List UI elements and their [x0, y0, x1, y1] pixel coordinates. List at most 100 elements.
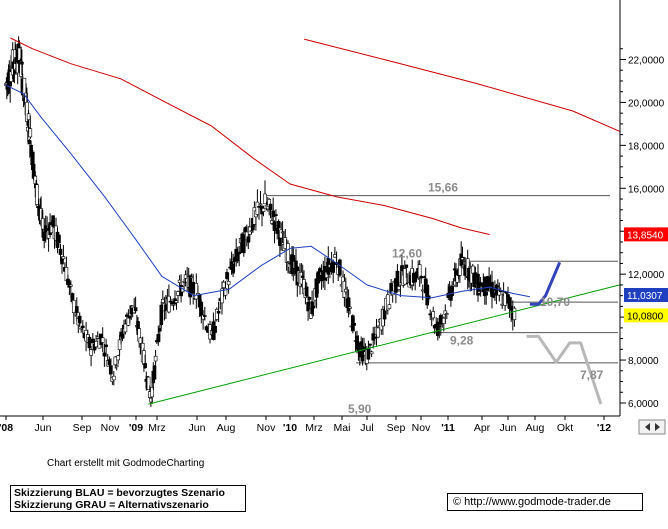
y-tick-label: 8,0000: [628, 356, 659, 367]
candlesticks: [4, 36, 517, 407]
scroll-arrows[interactable]: [638, 419, 666, 435]
candle-body: [268, 203, 273, 211]
arrow-right-icon[interactable]: [655, 423, 660, 431]
candle-body: [369, 351, 374, 355]
candle-body: [311, 305, 316, 309]
candle-body: [368, 343, 372, 346]
candle-body: [35, 184, 39, 206]
y-tick-label: 20,0000: [628, 98, 665, 109]
candle-body: [87, 336, 92, 349]
y-tick-label: 18,0000: [628, 141, 665, 152]
price-tag: [624, 227, 668, 242]
candle-body: [304, 286, 309, 297]
level-label: 15,66: [428, 181, 458, 195]
candle-body: [420, 289, 425, 292]
candle-body: [331, 261, 336, 273]
x-tick-label: '09: [129, 422, 143, 434]
candle-body: [203, 315, 207, 317]
candle-body: [176, 291, 180, 296]
x-tick-label: '11: [441, 422, 455, 434]
candle-body: [51, 215, 55, 227]
x-tick-label: Nov: [101, 422, 120, 434]
candle-body: [484, 291, 489, 296]
candle-body: [104, 344, 108, 348]
candle-body: [431, 311, 436, 319]
trendline: [148, 284, 620, 405]
level-label: 10,70: [540, 295, 570, 309]
candle-body: [497, 289, 502, 296]
candle-body: [95, 336, 100, 339]
candle-body: [372, 336, 377, 339]
price-tags: 13,8540 11,0307 10,0800: [624, 227, 668, 323]
x-tick-label: Jun: [35, 422, 52, 434]
candle-body: [114, 365, 119, 368]
candle-body: [152, 366, 157, 380]
candle-body: [316, 271, 321, 284]
candle-body: [81, 325, 85, 329]
candle-body: [20, 61, 24, 65]
candle-body: [161, 298, 165, 303]
x-tick-label: Nov: [257, 422, 276, 434]
candle-body: [61, 256, 66, 260]
price-tag: [624, 308, 668, 323]
candle-body: [183, 274, 188, 279]
y-tick-label: 6,0000: [628, 399, 659, 410]
source-url[interactable]: © http://www.godmode-trader.de: [447, 493, 643, 511]
candle-body: [91, 338, 95, 344]
candle-body: [387, 304, 392, 310]
candle-body: [413, 277, 418, 283]
candle-body: [69, 284, 73, 287]
candle-body: [498, 290, 503, 293]
candle-body: [27, 140, 32, 145]
candle-body: [19, 61, 23, 77]
candle-body: [226, 280, 231, 286]
candle-body: [133, 307, 138, 312]
x-tick-label: Sep: [387, 422, 406, 434]
candle-body: [333, 254, 337, 258]
candle-body: [146, 376, 151, 391]
scenario-legend: Skizzierung BLAU = bevorzugtes Szenario …: [10, 485, 246, 512]
scenario-grey: [526, 334, 603, 405]
x-axis-ticks: '08 Jun Sep Nov '09 Mrz Jun Aug Nov '10 Mrz Mai Jul S…: [0, 416, 611, 434]
plot-area: [0, 0, 620, 416]
x-tick-label: Jun: [500, 422, 517, 434]
candle-body: [113, 356, 118, 366]
x-tick-label: Mrz: [305, 422, 323, 434]
candle-body: [286, 243, 290, 262]
candle-body: [116, 355, 120, 361]
candle-body: [138, 337, 143, 344]
level-label: 7,87: [580, 368, 604, 382]
y-tick-label: 12,0000: [628, 270, 665, 281]
chart-credit: Chart erstellt mit GodmodeCharting: [47, 458, 205, 469]
candle-body: [123, 323, 128, 333]
price-tag: [624, 287, 668, 302]
candle-body: [117, 339, 122, 350]
candle-body: [213, 325, 217, 333]
arrow-left-icon[interactable]: [645, 423, 650, 431]
candle-body: [263, 193, 267, 205]
candle-body: [444, 313, 449, 315]
candle-body: [470, 265, 475, 274]
candle-body: [352, 322, 357, 326]
candle-body: [509, 305, 514, 311]
y-tick-label: 22,0000: [628, 55, 665, 66]
candle-body: [158, 328, 162, 332]
candle-body: [194, 282, 199, 300]
x-tick-label: Sep: [73, 422, 92, 434]
candle-body: [500, 303, 505, 306]
candle-body: [404, 264, 409, 268]
scenario-blue: [529, 261, 562, 306]
candle-body: [398, 282, 403, 286]
price-tag-label: 11,0307: [627, 291, 663, 302]
candle-body: [102, 352, 107, 357]
level-label: 9,28: [450, 334, 474, 348]
candle-body: [271, 210, 276, 218]
candle-body: [512, 307, 517, 321]
x-tick-label: '08: [0, 422, 13, 434]
candle-body: [419, 276, 424, 279]
x-axis-band: [0, 417, 620, 434]
candle-body: [199, 301, 204, 317]
x-tick-label: Nov: [412, 422, 431, 434]
x-tick-label: Jun: [189, 422, 206, 434]
